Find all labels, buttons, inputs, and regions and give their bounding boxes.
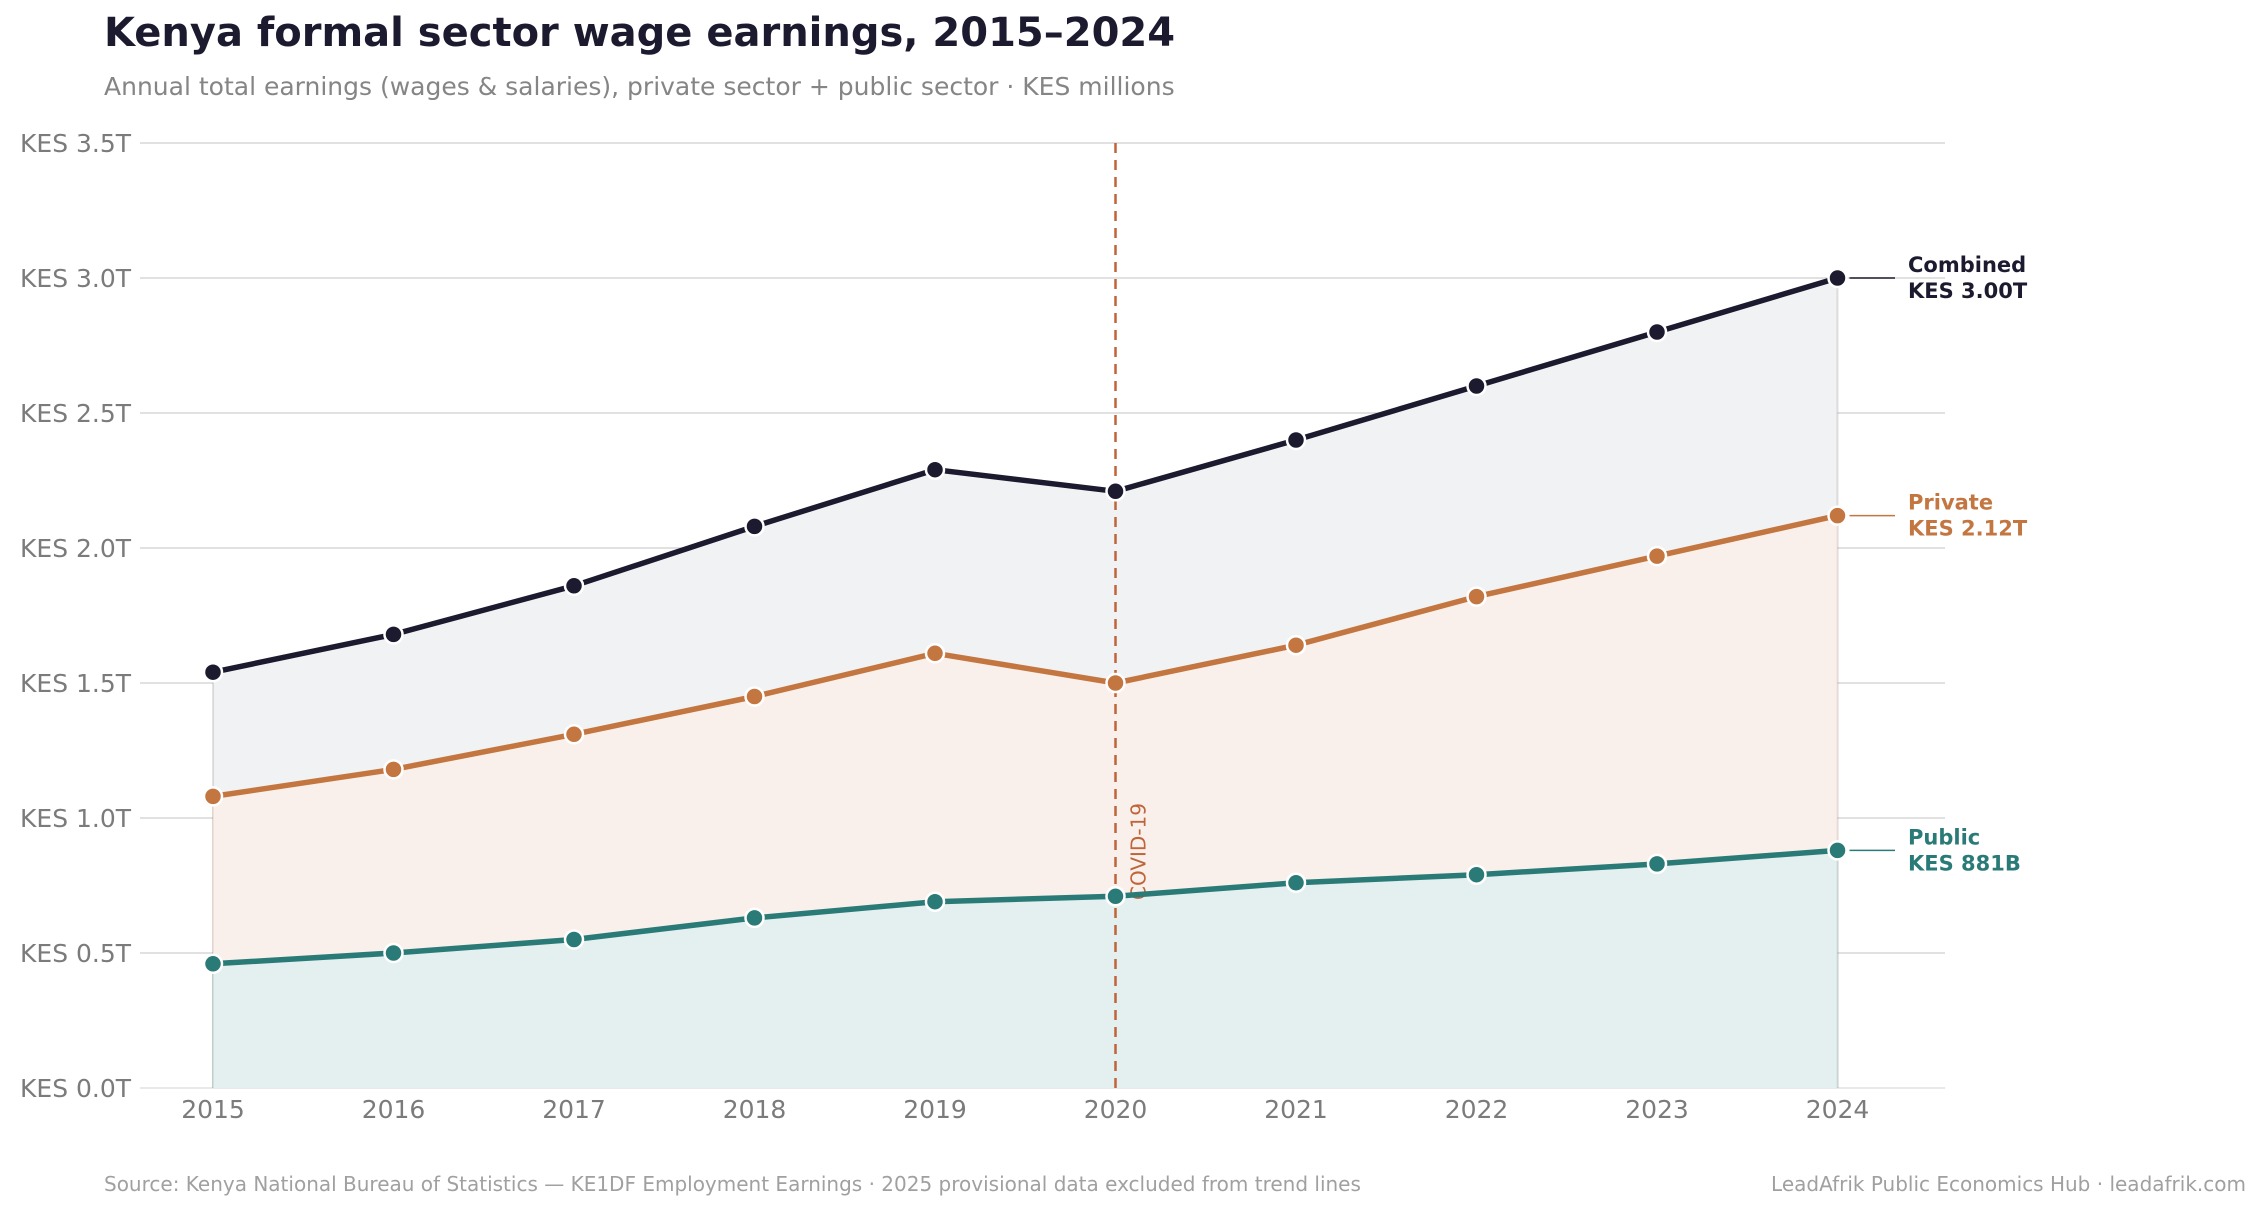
y-tick-label: KES 1.0T	[20, 804, 132, 833]
data-point-combined	[383, 624, 404, 645]
series-name-label: Combined	[1908, 253, 2026, 277]
data-point-public	[1827, 840, 1848, 861]
data-point-private	[1827, 505, 1848, 526]
series-line-private	[210, 512, 1841, 800]
x-tick-label: 2020	[1084, 1095, 1148, 1124]
source-note: Source: Kenya National Bureau of Statist…	[104, 1172, 1361, 1196]
series-line-public	[210, 847, 1841, 967]
series-line-combined	[210, 275, 1841, 675]
data-point-private	[1285, 634, 1307, 656]
data-point-combined	[1105, 481, 1126, 502]
data-point-combined	[563, 575, 585, 597]
series-end-value-label: KES 881B	[1908, 851, 2021, 875]
data-point-private	[1466, 586, 1487, 607]
credit-note: LeadAfrik Public Economics Hub · leadafr…	[1771, 1172, 2246, 1196]
y-tick-label: KES 0.5T	[20, 939, 132, 968]
data-point-combined	[1466, 375, 1487, 397]
y-tick-label: KES 2.5T	[20, 399, 132, 428]
area-public	[213, 850, 1838, 1088]
data-point-private	[563, 724, 585, 745]
data-point-private	[383, 759, 404, 780]
x-tick-label: 2019	[903, 1095, 967, 1124]
data-point-public	[1285, 872, 1307, 894]
data-point-public	[1466, 864, 1487, 885]
x-tick-label: 2016	[362, 1095, 426, 1124]
data-point-private	[744, 686, 765, 707]
data-point-private	[924, 643, 946, 664]
data-point-private	[1646, 545, 1668, 567]
y-tick-label: KES 0.0T	[20, 1074, 132, 1103]
series-end-value-label: KES 3.00T	[1908, 279, 2028, 303]
data-point-public	[383, 942, 404, 964]
series-end-value-label: KES 2.12T	[1908, 517, 2028, 541]
y-tick-label: KES 3.5T	[20, 129, 132, 158]
x-tick-label: 2015	[181, 1095, 245, 1124]
data-point-combined	[1827, 267, 1848, 289]
x-tick-label: 2022	[1445, 1095, 1509, 1124]
data-point-public	[1646, 853, 1668, 875]
y-tick-label: KES 1.5T	[20, 669, 132, 698]
data-point-public	[744, 907, 765, 929]
x-tick-label: 2018	[723, 1095, 787, 1124]
data-point-combined	[744, 516, 765, 537]
chart-title: Kenya formal sector wage earnings, 2015–…	[104, 10, 1176, 56]
x-tick-label: 2024	[1806, 1095, 1870, 1124]
data-point-public	[563, 929, 585, 950]
series-name-label: Public	[1908, 825, 1980, 849]
x-tick-label: 2021	[1264, 1095, 1328, 1124]
data-point-public	[924, 891, 946, 912]
data-point-combined	[1646, 321, 1668, 343]
data-point-combined	[924, 459, 946, 480]
covid-label: COVID-19	[1127, 803, 1151, 900]
x-tick-label: 2017	[542, 1095, 606, 1124]
data-point-combined	[1285, 429, 1307, 451]
x-tick-label: 2023	[1625, 1095, 1689, 1124]
data-point-private	[202, 786, 224, 807]
data-point-public	[1105, 886, 1126, 907]
data-point-private	[1105, 672, 1126, 694]
y-tick-label: KES 3.0T	[20, 264, 132, 293]
series-name-label: Private	[1908, 491, 1993, 515]
data-point-combined	[202, 661, 224, 683]
chart-subtitle: Annual total earnings (wages & salaries)…	[104, 72, 1175, 101]
data-point-public	[202, 953, 224, 975]
y-tick-label: KES 2.0T	[20, 534, 132, 563]
